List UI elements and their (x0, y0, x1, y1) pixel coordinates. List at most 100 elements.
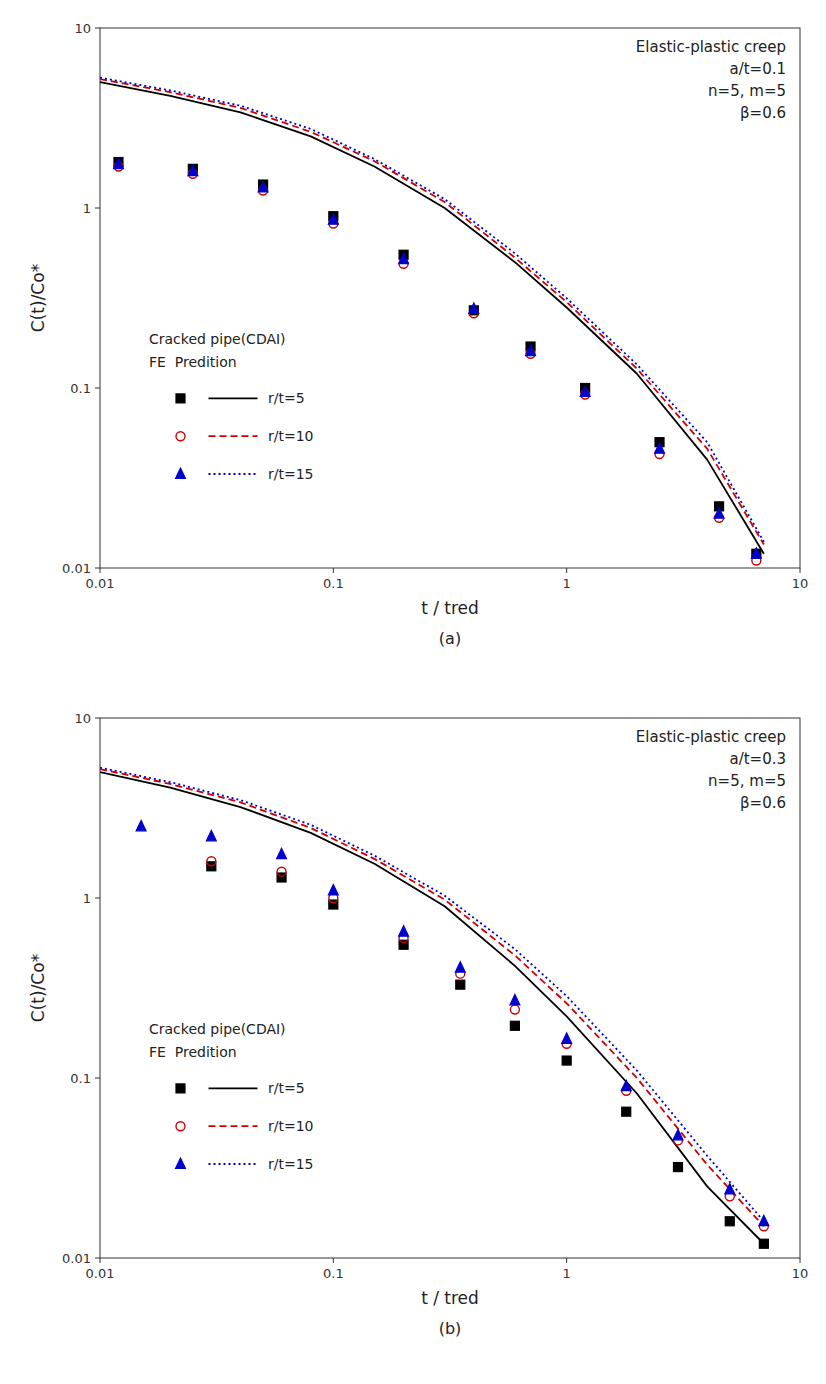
legend-line (209, 473, 258, 475)
legend-header: Cracked pipe(CDAI)FE Predition (149, 1021, 286, 1060)
scatter-point (258, 182, 268, 192)
plot-frame (100, 28, 800, 568)
series-line (100, 79, 764, 544)
x-axis-label: t / tred (421, 1288, 479, 1308)
x-tick-label: 10 (792, 1266, 809, 1281)
data-area (100, 768, 769, 1249)
scatter-point (469, 303, 479, 313)
y-tick-label: 0.01 (62, 1251, 91, 1266)
legend-label: r/t=5 (268, 1080, 305, 1096)
scatter-point (328, 885, 338, 895)
x-tick-label: 1 (563, 576, 571, 591)
legend-line (209, 1163, 258, 1165)
x-tick-label: 0.01 (86, 576, 115, 591)
legend-line (209, 1125, 258, 1127)
scatter-point (622, 1107, 631, 1116)
scatter-point (456, 980, 465, 989)
x-tick-label: 10 (792, 576, 809, 591)
panel-label: (b) (439, 1319, 462, 1338)
legend-marker (176, 1084, 185, 1093)
text-line: Elastic-plastic creep (636, 728, 786, 746)
x-tick (333, 568, 334, 573)
scatter-point (510, 1005, 519, 1014)
legend-header: Cracked pipe(CDAI) FE Predition (149, 331, 286, 370)
text-line: FE Predition (149, 1044, 237, 1060)
legend-item: r/t=10 (176, 1118, 314, 1134)
y-tick (95, 1258, 100, 1259)
scatter-series (114, 162, 761, 565)
annotation: Elastic-plastic creepa/t=0.1n=5, m=5β=0.… (636, 38, 786, 122)
text-line: a/t=0.3 (729, 750, 786, 768)
scatter-point (562, 1033, 572, 1043)
legend-label: r/t=10 (268, 428, 314, 444)
y-axis-label: C(t)/Co* (28, 954, 48, 1022)
legend-item: r/t=5 (176, 1080, 305, 1096)
scatter-point (455, 962, 465, 972)
y-tick (95, 1078, 100, 1079)
legend-item: r/t=15 (176, 1156, 314, 1172)
scatter-point (114, 158, 124, 168)
y-tick-label: 10 (74, 21, 91, 36)
legend-label: r/t=15 (268, 466, 314, 482)
scatter-point (526, 345, 536, 355)
y-tick-label: 0.01 (62, 561, 91, 576)
scatter-point (328, 214, 338, 224)
scatter-point (759, 1239, 768, 1248)
y-tick-label: 0.1 (70, 381, 91, 396)
legend-marker (176, 432, 185, 441)
y-tick (95, 208, 100, 209)
y-tick (95, 718, 100, 719)
panel: 0.010.11100.010.1110Elastic-plastic cree… (28, 711, 808, 1339)
y-tick-label: 0.1 (70, 1071, 91, 1086)
x-tick (800, 568, 801, 573)
x-tick (566, 1258, 567, 1263)
legend-line (209, 397, 258, 399)
series-line (100, 772, 764, 1244)
text-line: a/t=0.1 (729, 60, 786, 78)
x-tick (800, 1258, 801, 1263)
series-line (100, 82, 764, 554)
y-tick-label: 10 (74, 711, 91, 726)
y-tick (95, 898, 100, 899)
legend-line (209, 1088, 258, 1090)
scatter-point (714, 508, 724, 518)
y-tick-label: 1 (83, 891, 91, 906)
text-line: n=5, m=5 (708, 82, 786, 100)
text-line: FE Predition (149, 354, 237, 370)
legend-item: r/t=15 (176, 466, 314, 482)
scatter-point (751, 548, 761, 558)
scatter-point (725, 1217, 734, 1226)
legend-label: r/t=10 (268, 1118, 314, 1134)
scatter-point (399, 926, 409, 936)
scatter-series (207, 862, 769, 1248)
series-line (100, 768, 764, 1222)
scatter-point (399, 253, 409, 263)
scatter-point (655, 443, 665, 453)
scatter-point (277, 848, 287, 858)
y-tick (95, 568, 100, 569)
x-tick-label: 0.01 (86, 1266, 115, 1281)
legend-marker (176, 1158, 186, 1168)
scatter-point (580, 386, 590, 396)
series-line (100, 769, 764, 1226)
y-tick (95, 28, 100, 29)
scatter-point (206, 830, 216, 840)
scatter-series (136, 820, 769, 1225)
x-tick-label: 0.1 (323, 576, 344, 591)
x-axis-label: t / tred (421, 598, 479, 618)
scatter-point (136, 820, 146, 830)
scatter-series (207, 857, 769, 1231)
y-tick-label: 1 (83, 201, 91, 216)
scatter-point (277, 867, 286, 876)
legend-line (209, 435, 258, 437)
text-line: Cracked pipe(CDAI) (149, 331, 286, 347)
x-tick-label: 0.1 (323, 1266, 344, 1281)
scatter-point (510, 1021, 519, 1030)
scatter-series (114, 158, 762, 558)
y-tick (95, 388, 100, 389)
legend-label: r/t=15 (268, 1156, 314, 1172)
x-tick (100, 568, 101, 573)
y-axis-label: C(t)/Co* (28, 264, 48, 332)
text-line: n=5, m=5 (708, 772, 786, 790)
plot-frame (100, 718, 800, 1258)
